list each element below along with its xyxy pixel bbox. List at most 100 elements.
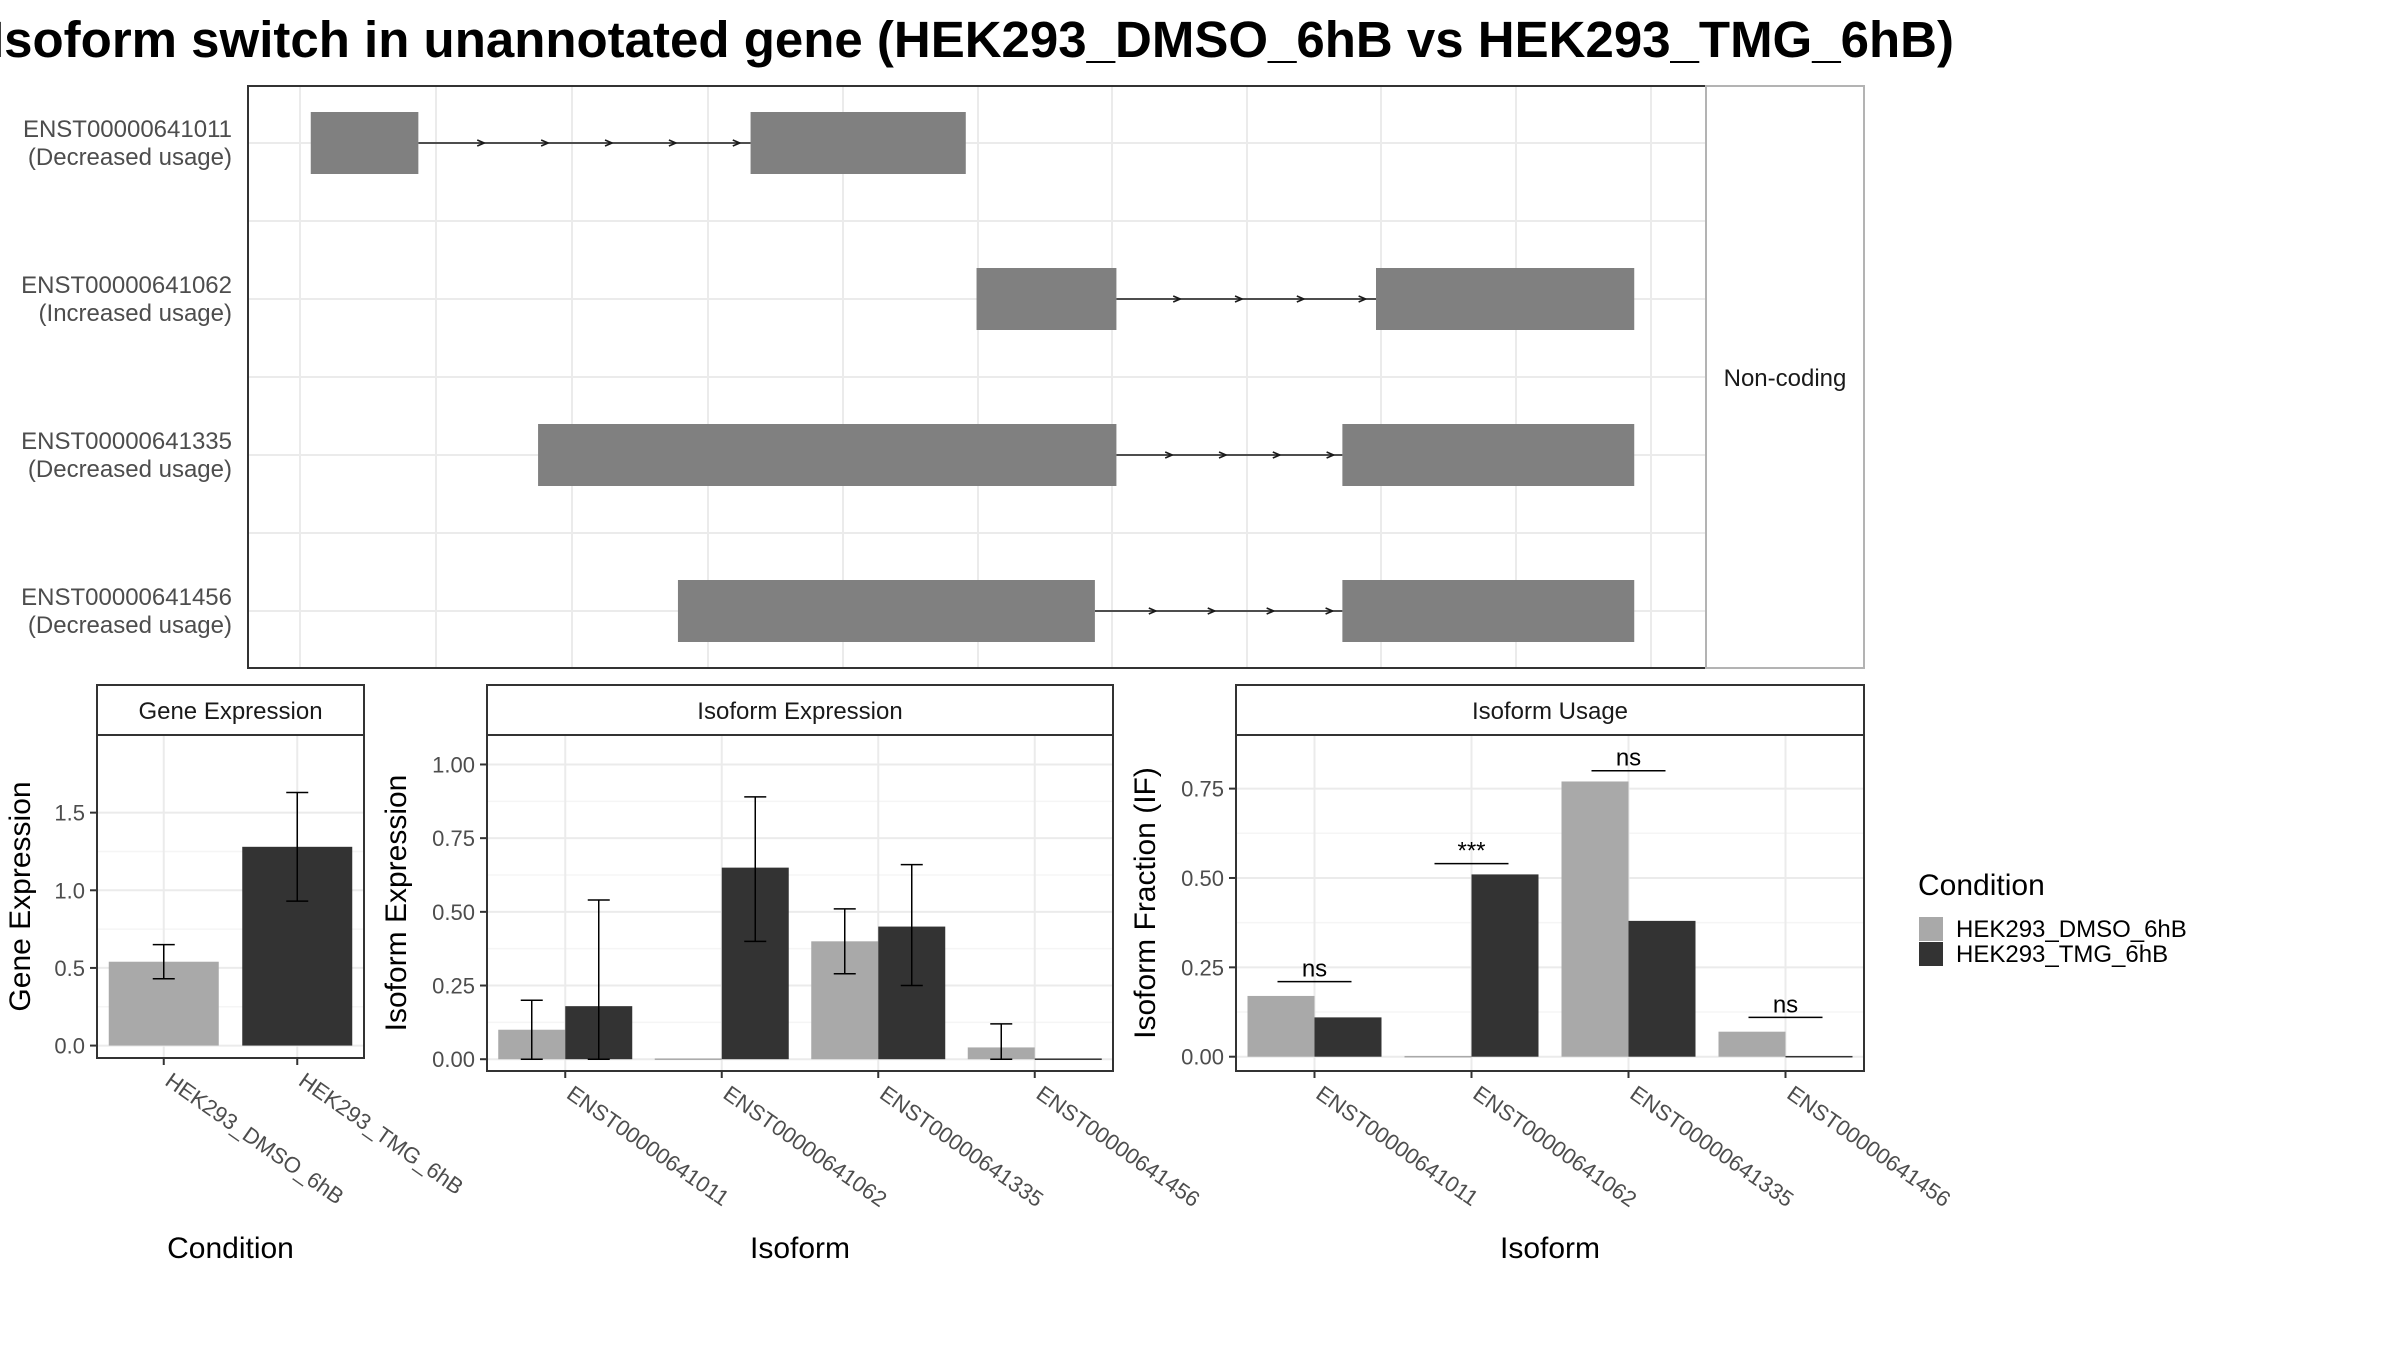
strip-background: [1705, 85, 1865, 669]
x-tick-label: ENST00000641062: [719, 1081, 892, 1212]
y-tick-label: 0.00: [1181, 1045, 1224, 1070]
intron-arrow: [540, 139, 551, 147]
y-tick-label: 1.5: [54, 801, 85, 826]
bar-hek293-dmso-6hb-enst00000641456: [1718, 1031, 1786, 1057]
x-tick-label: ENST00000641062: [1469, 1081, 1642, 1212]
error-bar: [990, 1023, 1013, 1060]
x-axis-title: Isoform: [1500, 1232, 1600, 1265]
error-bar: [587, 899, 610, 1060]
y-tick-label: 1.0: [54, 878, 85, 903]
legend-swatch-tmg: [1919, 942, 1943, 966]
x-tick-label: ENST00000641456: [1032, 1081, 1205, 1212]
error-bar: [900, 863, 923, 987]
bar-hek293-tmg-6hb-enst00000641456: [1785, 1055, 1853, 1058]
bar-hek293-tmg-6hb-enst00000641011: [1314, 1017, 1382, 1057]
legend-swatch-dmso: [1919, 917, 1943, 941]
intron-arrow: [1207, 607, 1217, 615]
exon: [1342, 424, 1635, 486]
panel-border: [486, 734, 1114, 1072]
transcript-id-label: ENST00000641456: [21, 584, 232, 611]
panel-title: Isoform Expression: [697, 698, 902, 725]
exon: [310, 112, 419, 174]
intron-arrow: [668, 139, 678, 147]
error-bar: [520, 999, 543, 1060]
intron-arrow: [1296, 295, 1306, 303]
intron-arrow: [1172, 295, 1183, 303]
bar-hek293-dmso-6hb-enst00000641062: [1404, 1055, 1472, 1058]
error-bar: [833, 908, 856, 975]
transcript-usage-label: (Decreased usage): [28, 456, 232, 483]
panel-border: [96, 734, 365, 1059]
exon: [1376, 268, 1635, 330]
error-bar: [152, 943, 175, 980]
exon: [677, 580, 1095, 642]
intron-arrow: [1164, 451, 1175, 459]
exon: [750, 112, 966, 174]
strip-background: [1235, 684, 1865, 736]
isoform-expression-panel: Isoform Expression 0.00 0.25 0.50 0.75 1.00 EN…: [380, 684, 1205, 1265]
significance-label: ns: [1773, 991, 1798, 1018]
intron-arrow: [604, 139, 615, 147]
intron-arrow: [1218, 451, 1229, 459]
intron-arrow: [1358, 295, 1368, 303]
intron-arrow: [732, 139, 742, 147]
y-tick-label: 1.00: [432, 752, 475, 777]
intron-arrow: [476, 139, 487, 147]
legend-title: Condition: [1918, 869, 2045, 902]
legend: Condition HEK293_DMSO_6hB HEK293_TMG_6hB: [1918, 869, 2187, 968]
legend-label-tmg: HEK293_TMG_6hB: [1956, 941, 2168, 968]
significance-label: ***: [1457, 838, 1485, 865]
intron-arrow: [1148, 607, 1158, 615]
transcript-id-label: ENST00000641335: [21, 428, 232, 455]
x-axis-title: Isoform: [750, 1232, 850, 1265]
bar-hek293-dmso-6hb-enst00000641062: [654, 1058, 722, 1060]
y-tick-label: 0.25: [1181, 955, 1224, 980]
transcript-usage-label: (Decreased usage): [28, 144, 232, 171]
bar-hek293-tmg-6hb-enst00000641062: [1471, 874, 1539, 1057]
transcript-ENST00000641062: ENST00000641062(Increased usage): [21, 268, 1635, 330]
x-tick-label: ENST00000641011: [562, 1081, 733, 1211]
intron-arrow: [1272, 451, 1282, 459]
y-axis-title: Isoform Fraction (IF): [1129, 767, 1162, 1039]
intron-arrow: [1325, 607, 1335, 615]
significance-label: ns: [1616, 745, 1641, 772]
bar-hek293-dmso-6hb-enst00000641011: [1247, 995, 1315, 1057]
bar-hek293-tmg-6hb-enst00000641456: [1034, 1058, 1102, 1060]
transcript-id-label: ENST00000641011: [23, 116, 232, 143]
bar-hek293-tmg-6hb-enst00000641335: [1628, 920, 1696, 1057]
error-bar: [744, 796, 767, 943]
panel-title: Gene Expression: [138, 698, 322, 725]
transcript-usage-label: (Decreased usage): [28, 612, 232, 639]
intron-arrow: [1326, 451, 1336, 459]
strip-background: [96, 684, 365, 736]
panel-border: [1235, 734, 1865, 1072]
panel-title: Isoform Usage: [1472, 698, 1628, 725]
isoform-usage-panel: Isoform Usage 0.00 0.25 0.50 0.75 ns *** ns ns EN…: [1129, 684, 1956, 1265]
x-tick-label: ENST00000641456: [1783, 1081, 1956, 1212]
y-axis-title: Gene Expression: [4, 781, 37, 1011]
bar-hek293-dmso-6hb-enst00000641335: [1561, 781, 1629, 1057]
transcript-usage-label: (Increased usage): [39, 300, 232, 327]
y-tick-label: 0.00: [432, 1047, 475, 1072]
intron-arrow: [1234, 295, 1245, 303]
y-axis-title: Isoform Expression: [380, 775, 413, 1032]
exon: [538, 424, 1117, 486]
significance-label: ns: [1302, 956, 1327, 983]
figure-title: Isoform switch in unannotated gene (HEK2…: [0, 11, 1954, 68]
y-tick-label: 0.50: [1181, 866, 1224, 891]
transcript-ENST00000641011: ENST00000641011(Decreased usage): [23, 112, 966, 174]
x-tick-label: ENST00000641335: [875, 1081, 1048, 1212]
strip-background: [486, 684, 1114, 736]
y-tick-label: 0.5: [54, 956, 85, 981]
exon: [976, 268, 1117, 330]
legend-label-dmso: HEK293_DMSO_6hB: [1956, 916, 2187, 943]
x-tick-label: ENST00000641335: [1626, 1081, 1799, 1212]
y-tick-label: 0.0: [54, 1034, 85, 1059]
error-bar: [286, 791, 309, 902]
transcript-id-label: ENST00000641062: [21, 272, 232, 299]
x-axis-title: Condition: [167, 1232, 294, 1265]
transcript-ENST00000641456: ENST00000641456(Decreased usage): [21, 580, 1635, 642]
y-tick-label: 0.25: [432, 974, 475, 999]
